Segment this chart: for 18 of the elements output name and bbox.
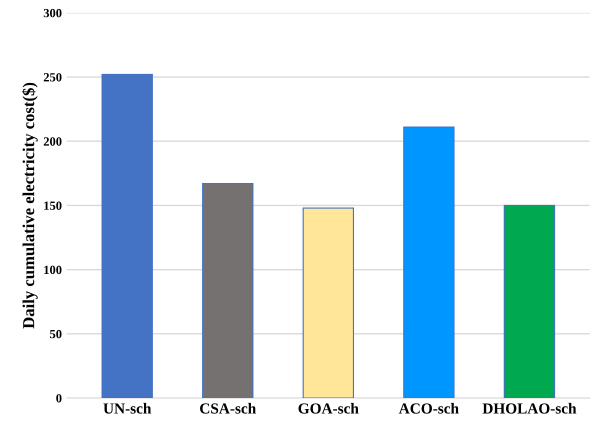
x-tick-label: UN-sch bbox=[103, 402, 152, 414]
bar bbox=[302, 207, 354, 398]
bar bbox=[202, 183, 254, 398]
y-tick-label: 300 bbox=[44, 8, 62, 18]
y-axis-title: Daily cumulative electricity cost($) bbox=[22, 82, 38, 328]
y-tick-label: 200 bbox=[44, 137, 62, 146]
x-tick-label: CSA-sch bbox=[200, 402, 256, 414]
x-tick-label: ACO-sch bbox=[398, 402, 459, 414]
x-tick-label: GOA-sch bbox=[298, 402, 359, 414]
y-tick-label: 0 bbox=[56, 394, 62, 402]
y-tick-label: 100 bbox=[44, 266, 62, 274]
bar bbox=[102, 74, 153, 398]
bar bbox=[403, 126, 455, 398]
y-tick-label: 250 bbox=[44, 73, 62, 82]
bar bbox=[504, 204, 556, 398]
y-tick-label: 50 bbox=[50, 330, 62, 338]
y-tick-label: 150 bbox=[44, 201, 62, 210]
x-tick-label: DHOLAO-sch bbox=[482, 402, 576, 414]
